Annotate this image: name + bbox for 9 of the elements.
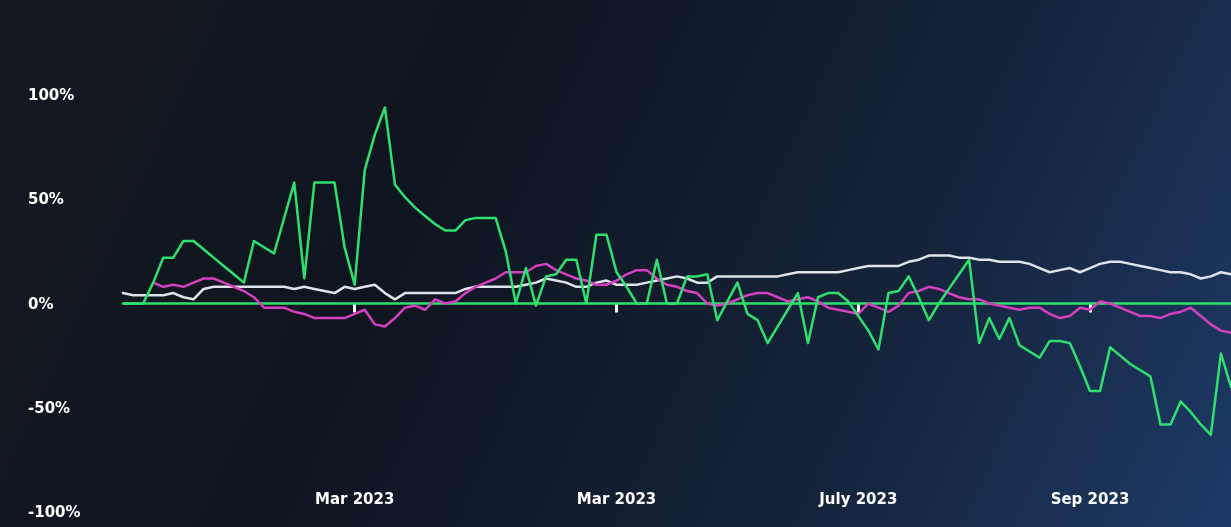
x-tick-label: July 2023: [818, 489, 898, 508]
y-tick-label: 50%: [28, 190, 64, 209]
y-tick-label: -50%: [28, 398, 71, 417]
y-tick-label: 0%: [28, 294, 54, 313]
y-tick-label: 100%: [28, 86, 75, 104]
x-tick-label: Mar 2023: [576, 489, 657, 508]
x-tick-label: Sep 2023: [1050, 489, 1130, 508]
x-tick-label: Mar 2023: [314, 489, 395, 508]
y-tick-label: -100%: [28, 503, 81, 521]
